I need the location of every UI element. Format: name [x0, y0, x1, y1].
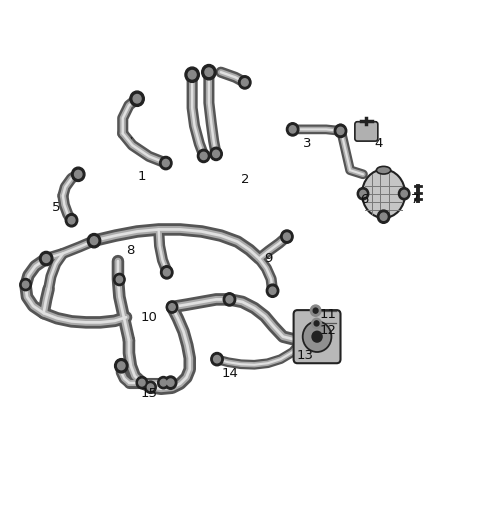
Text: 2: 2 [240, 173, 249, 186]
Circle shape [334, 124, 347, 138]
Circle shape [160, 266, 173, 279]
Circle shape [377, 210, 390, 223]
Circle shape [118, 362, 125, 370]
Circle shape [226, 296, 233, 303]
Circle shape [401, 190, 408, 197]
Text: 4: 4 [374, 137, 383, 150]
Circle shape [114, 273, 125, 286]
Text: 1: 1 [138, 170, 146, 183]
Circle shape [303, 322, 331, 352]
Circle shape [163, 269, 170, 276]
Circle shape [20, 279, 31, 291]
Circle shape [169, 304, 175, 310]
Circle shape [211, 352, 223, 366]
Circle shape [185, 67, 199, 82]
Circle shape [160, 379, 167, 386]
Circle shape [312, 318, 322, 329]
Circle shape [398, 187, 410, 200]
Text: 12: 12 [320, 324, 337, 336]
Circle shape [162, 159, 169, 167]
Circle shape [166, 301, 178, 313]
Circle shape [42, 254, 50, 263]
FancyBboxPatch shape [294, 310, 340, 363]
Text: 13: 13 [296, 349, 313, 362]
Text: 6: 6 [360, 194, 369, 206]
Circle shape [312, 331, 323, 343]
Circle shape [287, 123, 299, 136]
Circle shape [360, 190, 366, 197]
Circle shape [266, 284, 279, 297]
Circle shape [130, 91, 144, 106]
Circle shape [136, 376, 148, 389]
Ellipse shape [362, 169, 405, 218]
Circle shape [87, 233, 101, 248]
Circle shape [90, 237, 98, 245]
Text: 7: 7 [410, 194, 419, 206]
Circle shape [167, 379, 174, 386]
Circle shape [72, 167, 85, 181]
Circle shape [74, 170, 82, 178]
Circle shape [210, 147, 222, 161]
Circle shape [23, 281, 29, 288]
Circle shape [223, 293, 236, 306]
Circle shape [197, 150, 210, 162]
Text: 11: 11 [320, 308, 337, 321]
Text: 10: 10 [141, 311, 157, 324]
Circle shape [164, 376, 177, 389]
Circle shape [115, 358, 128, 373]
Circle shape [311, 305, 321, 316]
Circle shape [159, 157, 172, 169]
Circle shape [205, 68, 213, 76]
Circle shape [380, 213, 387, 220]
Circle shape [314, 321, 319, 326]
Ellipse shape [376, 166, 391, 174]
Text: 5: 5 [51, 201, 60, 214]
Circle shape [239, 76, 251, 89]
Circle shape [39, 251, 53, 266]
Circle shape [157, 376, 169, 389]
Circle shape [65, 214, 78, 227]
Circle shape [188, 71, 196, 79]
Circle shape [202, 65, 216, 80]
Text: 8: 8 [126, 244, 134, 258]
Circle shape [214, 355, 220, 363]
Circle shape [147, 384, 154, 391]
Circle shape [337, 127, 344, 135]
Circle shape [269, 287, 276, 294]
Circle shape [284, 233, 290, 240]
Circle shape [200, 152, 207, 160]
Circle shape [68, 217, 75, 224]
Circle shape [133, 95, 141, 103]
Text: 3: 3 [303, 137, 311, 150]
Circle shape [116, 276, 122, 283]
Text: 9: 9 [264, 252, 273, 265]
Circle shape [313, 308, 318, 313]
Circle shape [139, 379, 145, 386]
Circle shape [357, 187, 369, 200]
Text: 14: 14 [222, 367, 239, 380]
Circle shape [145, 381, 156, 393]
Circle shape [241, 79, 248, 86]
Circle shape [213, 150, 219, 158]
Circle shape [289, 126, 296, 133]
Circle shape [281, 230, 293, 243]
Text: 15: 15 [141, 388, 157, 400]
FancyBboxPatch shape [355, 122, 378, 141]
